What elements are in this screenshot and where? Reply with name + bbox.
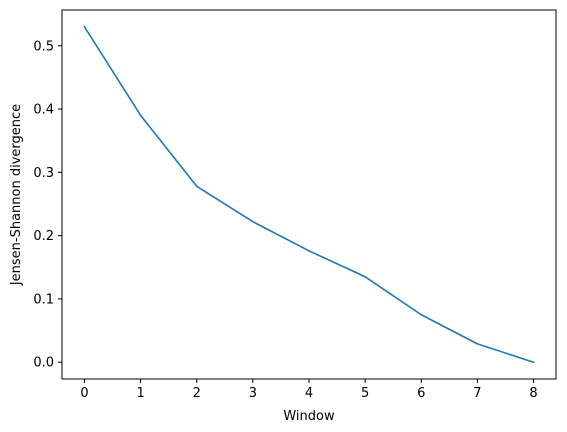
x-tick-label: 7 <box>473 386 481 401</box>
data-point <box>532 361 535 364</box>
data-point <box>195 185 198 188</box>
x-axis-label: Window <box>283 409 335 424</box>
plot-area <box>61 9 557 380</box>
data-point <box>139 114 142 117</box>
x-tick-label: 1 <box>136 386 144 401</box>
x-tick-label: 4 <box>305 386 313 401</box>
y-tick-label: 0.4 <box>33 103 54 118</box>
x-tick-label: 5 <box>361 386 369 401</box>
y-tick-label: 0.2 <box>33 229 54 244</box>
series-layer <box>83 25 535 364</box>
data-point <box>364 275 366 278</box>
x-tick-label: 8 <box>529 386 537 401</box>
x-tick-label: 3 <box>249 386 257 401</box>
x-tick-label: 0 <box>80 386 88 401</box>
data-point <box>308 250 310 252</box>
y-tick-label: 0.1 <box>33 292 54 307</box>
x-axis: 0 1 2 3 4 5 6 7 8 <box>80 379 538 401</box>
y-tick-label: 0.5 <box>33 39 54 54</box>
y-tick-label: 0.3 <box>33 166 54 181</box>
data-point <box>83 25 86 28</box>
data-point <box>252 220 254 223</box>
x-tick-label: 2 <box>193 386 201 401</box>
x-tick-label: 6 <box>417 386 425 401</box>
y-axis: 0.0 0.1 0.2 0.3 0.4 0.5 <box>33 39 62 371</box>
y-axis-label: Jensen-Shannon divergence <box>9 104 24 286</box>
data-point <box>476 343 479 345</box>
y-tick-label: 0.0 <box>33 356 54 371</box>
data-point <box>420 313 423 316</box>
